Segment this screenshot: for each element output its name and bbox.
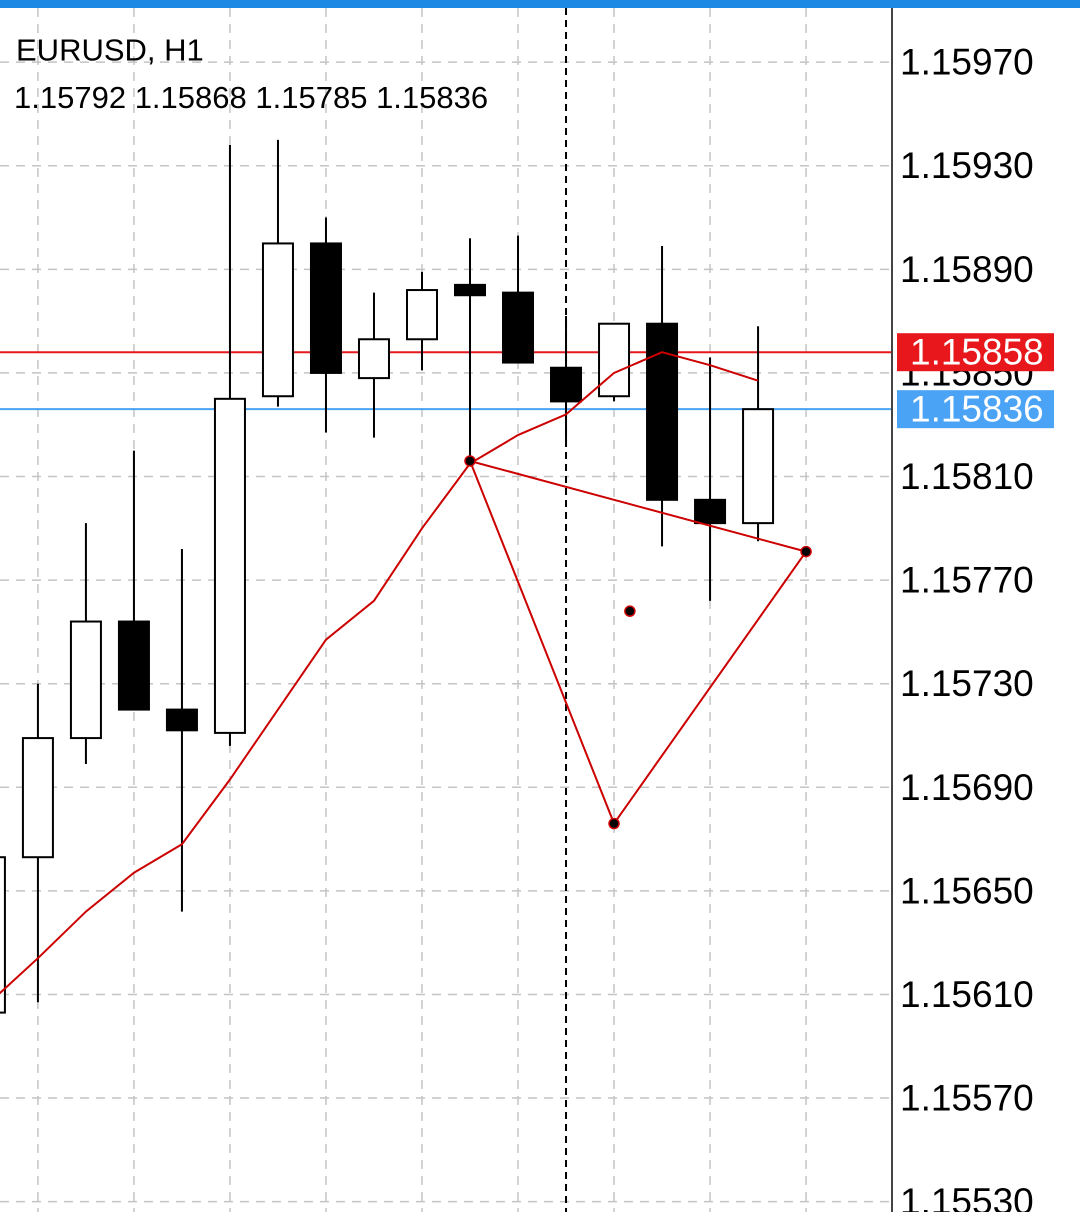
candle-body xyxy=(598,322,631,398)
plot xyxy=(0,8,892,1212)
candle-body xyxy=(405,289,438,341)
chart-title: EURUSD, H1 xyxy=(16,33,204,68)
price-label: 1.15836 xyxy=(910,389,1044,430)
candle-body xyxy=(454,283,487,297)
candle-body xyxy=(117,620,150,711)
y-tick-label: 1.15650 xyxy=(900,870,1034,911)
candle-body xyxy=(165,708,198,732)
pattern-point xyxy=(608,817,620,830)
open-value: 1.15792 xyxy=(14,80,126,115)
candle-body xyxy=(502,291,535,364)
pattern-drawing xyxy=(468,459,808,826)
price-label: 1.15858 xyxy=(910,332,1044,373)
candle-body xyxy=(213,397,246,734)
high-value: 1.15868 xyxy=(135,80,247,115)
price-label-box xyxy=(897,333,1054,372)
y-tick-label: 1.15770 xyxy=(900,560,1034,601)
candle-body xyxy=(21,737,54,859)
candle-body xyxy=(309,242,342,374)
close-value: 1.15836 xyxy=(376,80,488,115)
candle-body xyxy=(550,366,583,403)
y-tick-label: 1.15570 xyxy=(900,1078,1034,1119)
top-bar xyxy=(0,0,1080,8)
price-label-box xyxy=(897,390,1054,429)
candle-body xyxy=(694,498,727,525)
candle-body xyxy=(646,322,679,501)
candle-body xyxy=(261,242,294,398)
pattern-marker xyxy=(624,605,636,617)
y-tick-label: 1.15530 xyxy=(900,1181,1034,1212)
y-tick-label: 1.15890 xyxy=(900,249,1034,290)
candle-body xyxy=(742,408,775,525)
y-tick-label: 1.15690 xyxy=(900,767,1034,808)
candle-body xyxy=(69,620,102,740)
low-value: 1.15785 xyxy=(255,80,367,115)
y-tick-label: 1.15610 xyxy=(900,974,1034,1015)
candle-body xyxy=(0,856,6,1014)
y-tick-label: 1.15810 xyxy=(900,456,1034,497)
y-tick-label: 1.15970 xyxy=(900,42,1034,83)
price-axis: 1.15530 1.15570 1.15610 1.15650 1.15690 1.157… xyxy=(900,42,1034,1212)
y-tick-label: 1.15930 xyxy=(900,145,1034,186)
pattern-point xyxy=(800,545,812,558)
pattern-point xyxy=(464,455,476,467)
y-tick-label: 1.15730 xyxy=(900,663,1034,704)
moving-average-line xyxy=(0,351,759,995)
candle-body xyxy=(357,338,390,380)
ohlc-readout: 1.15792 1.15868 1.15785 1.15836 xyxy=(14,80,488,115)
